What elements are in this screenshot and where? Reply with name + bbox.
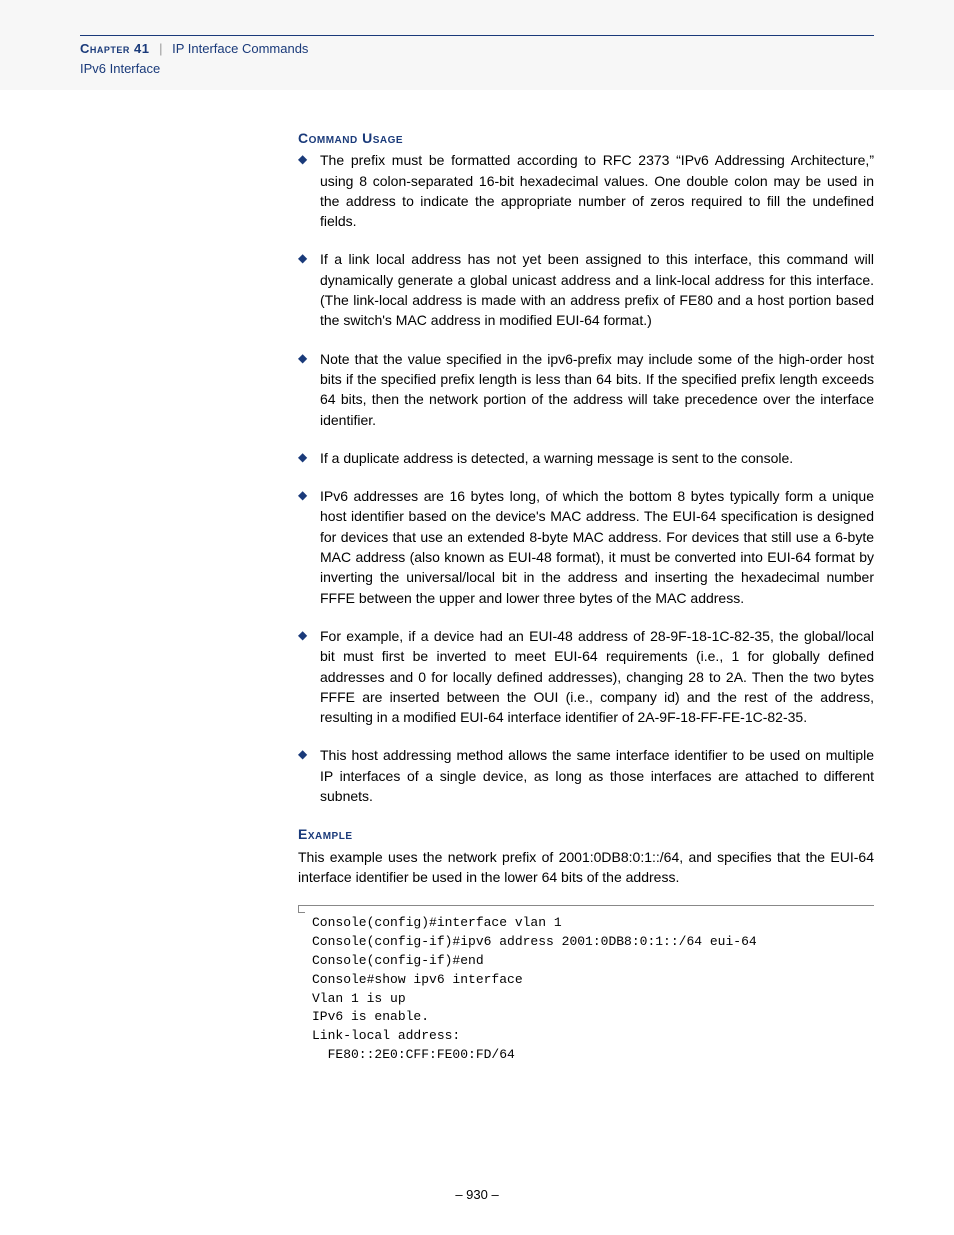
command-usage-heading: Command Usage [298, 128, 874, 148]
usage-bullet: If a link local address has not yet been… [298, 249, 874, 330]
page-number: – 930 – [0, 1186, 954, 1205]
content-column: Command Usage The prefix must be formatt… [298, 128, 874, 1065]
header-rule [80, 35, 874, 36]
header-subsection: IPv6 Interface [80, 60, 874, 79]
header-separator: | [159, 41, 162, 56]
chapter-label: Chapter 41 [80, 41, 149, 56]
usage-bullet: This host addressing method allows the s… [298, 745, 874, 806]
usage-bullet-list: The prefix must be formatted according t… [298, 150, 874, 806]
page: Chapter 41 | IP Interface Commands IPv6 … [0, 0, 954, 1235]
usage-bullet: For example, if a device had an EUI-48 a… [298, 626, 874, 727]
chapter-title: IP Interface Commands [172, 41, 308, 56]
console-code-block: Console(config)#interface vlan 1 Console… [298, 905, 874, 1065]
usage-bullet: The prefix must be formatted according t… [298, 150, 874, 231]
header-line-1: Chapter 41 | IP Interface Commands [80, 40, 874, 59]
page-header: Chapter 41 | IP Interface Commands IPv6 … [80, 40, 874, 79]
usage-bullet: If a duplicate address is detected, a wa… [298, 448, 874, 468]
example-paragraph: This example uses the network prefix of … [298, 847, 874, 888]
example-heading: Example [298, 824, 874, 844]
usage-bullet: IPv6 addresses are 16 bytes long, of whi… [298, 486, 874, 608]
usage-bullet: Note that the value specified in the ipv… [298, 349, 874, 430]
